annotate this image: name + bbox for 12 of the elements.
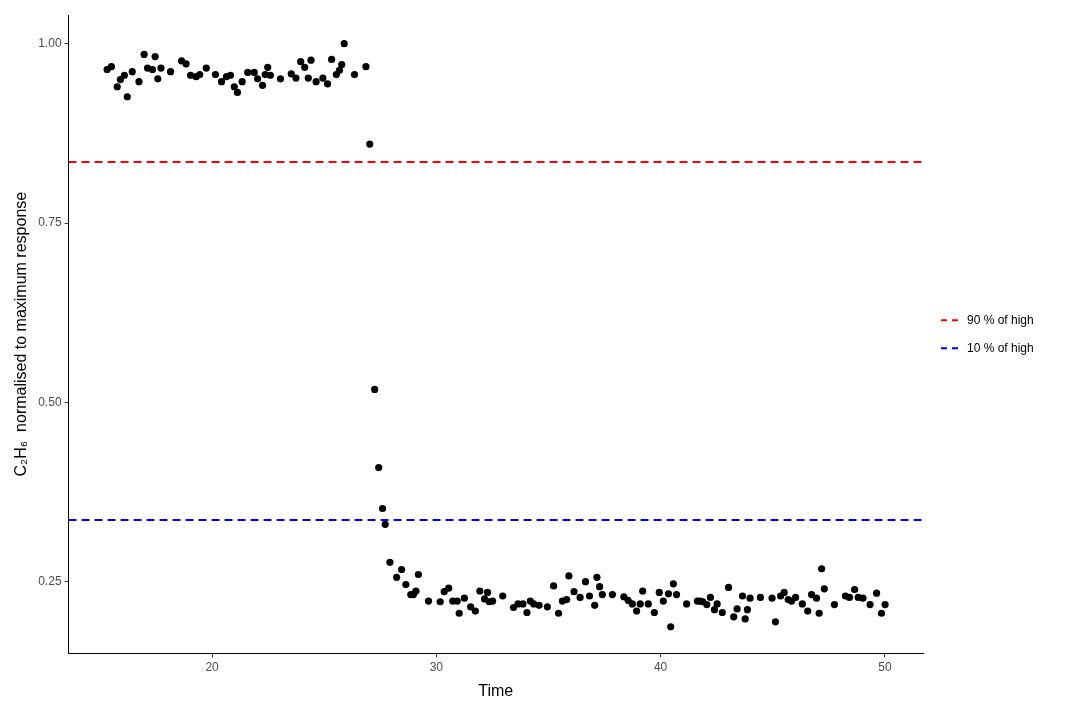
- legend-label: 90 % of high: [967, 312, 1034, 327]
- x-tick-label: 40: [653, 659, 668, 674]
- y-tick-label: 0.25: [38, 573, 62, 588]
- x-tick-label: 20: [205, 659, 220, 674]
- y-axis-title: C₂H₆ normalised to maximum response: [12, 191, 30, 477]
- x-tick-label: 50: [878, 659, 892, 674]
- y-tick-label: 0.50: [38, 394, 62, 409]
- y-tick-label: 1.00: [38, 36, 62, 50]
- legend-label: 10 % of high: [967, 340, 1034, 355]
- x-axis-title: Time: [478, 681, 514, 699]
- y-tick-label: 0.75: [38, 215, 62, 230]
- x-tick-label: 30: [429, 659, 444, 674]
